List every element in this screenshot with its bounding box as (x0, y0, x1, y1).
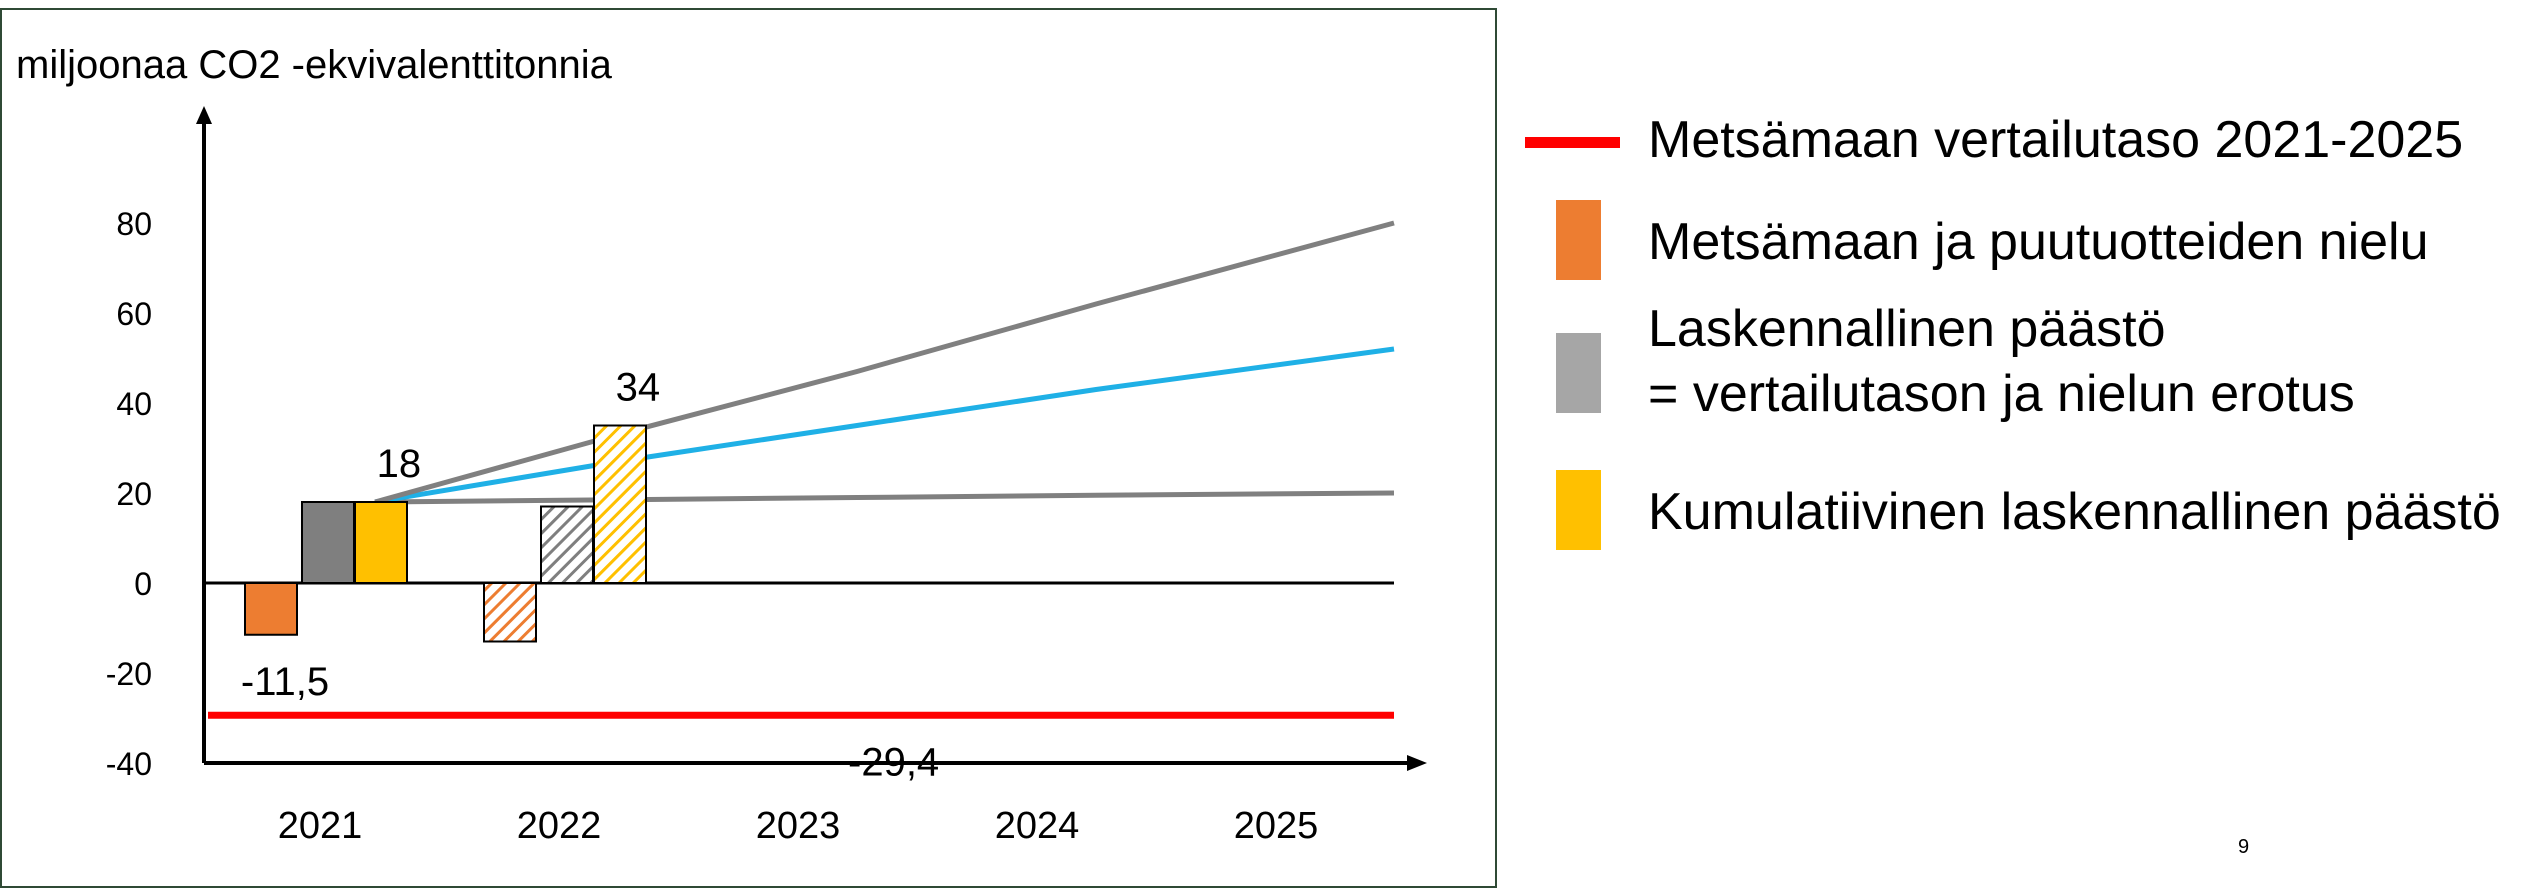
chart-frame: miljoonaa CO2 -ekvivalenttitonnia 80 60 40 2… (0, 8, 1497, 888)
page-number: 9 (2238, 836, 2250, 858)
bar (244, 582, 298, 636)
legend-label-reference: Metsämaan vertailutaso 2021-2025 (1648, 111, 2464, 169)
bar (593, 424, 647, 584)
bar (540, 505, 594, 584)
y-tick-label: 40 (116, 386, 152, 422)
x-axis-arrow (1407, 755, 1427, 771)
projection-line (374, 490, 1395, 505)
bar (301, 501, 355, 584)
data-label: -11,5 (241, 660, 329, 704)
bar (354, 501, 408, 584)
x-tick-label: 2022 (517, 805, 602, 847)
y-tick-label: 60 (116, 296, 152, 332)
legend-label-calculated-emission-1: Laskennallinen päästö (1648, 300, 2166, 358)
legend-label-sink: Metsämaan ja puutuotteiden nielu (1648, 213, 2429, 271)
x-tick-label: 2024 (995, 805, 1080, 847)
y-tick-label: 20 (116, 476, 152, 512)
y-axis-title: miljoonaa CO2 -ekvivalenttitonnia (16, 43, 613, 87)
x-tick-label: 2023 (756, 805, 841, 847)
y-tick-label: -40 (106, 746, 152, 782)
data-label: 34 (616, 366, 661, 410)
legend-label-cumulative: Kumulatiivinen laskennallinen päästö (1648, 483, 2501, 541)
y-tick-label: 0 (134, 566, 152, 602)
legend-label-calculated-emission-2: = vertailutason ja nielun erotus (1648, 365, 2355, 423)
y-axis-arrow (196, 106, 212, 124)
projection-line (374, 220, 1395, 505)
x-tick-label: 2025 (1234, 805, 1319, 847)
bar (483, 582, 537, 643)
data-label: 18 (377, 442, 422, 486)
emissions-chart: miljoonaa CO2 -ekvivalenttitonnia 80 60 40 2… (16, 43, 1427, 847)
legend-swatch-sink (1556, 200, 1601, 280)
legend-swatch-reference (1525, 137, 1620, 148)
y-tick-label: 80 (116, 206, 152, 242)
legend-swatch-calculated-emission (1556, 333, 1601, 413)
legend-swatch-cumulative (1556, 470, 1601, 550)
x-tick-label: 2021 (278, 805, 363, 847)
projection-line (374, 346, 1395, 505)
y-tick-label: -20 (106, 656, 152, 692)
